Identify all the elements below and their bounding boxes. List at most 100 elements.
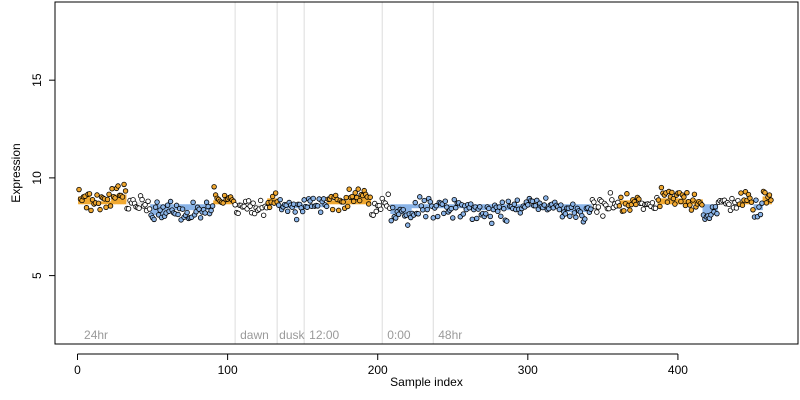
data-point <box>678 198 684 205</box>
data-point <box>501 206 507 212</box>
segment-bar <box>517 204 520 208</box>
data-point <box>208 207 214 214</box>
segment-bar <box>529 204 532 208</box>
data-point <box>160 204 166 210</box>
data-point <box>320 196 327 202</box>
data-point <box>367 194 373 200</box>
data-point <box>489 220 495 227</box>
segment-bar <box>755 204 757 211</box>
segment-bar <box>424 204 427 209</box>
segment-bar <box>448 204 451 209</box>
segment-bar <box>591 204 594 206</box>
data-point <box>450 215 456 221</box>
segment-bar <box>438 204 441 209</box>
data-point <box>190 199 196 206</box>
data-point <box>151 216 157 223</box>
data-point <box>202 210 208 216</box>
segment-bar <box>660 198 663 205</box>
data-point <box>607 190 614 196</box>
data-point <box>499 199 506 205</box>
data-point <box>753 197 759 203</box>
segment-bar <box>151 204 154 216</box>
data-point <box>112 195 118 201</box>
segment-bar <box>127 202 130 205</box>
data-point <box>738 190 744 196</box>
data-point <box>220 200 226 206</box>
data-point <box>373 208 379 215</box>
x-tick-label: 400 <box>668 363 688 377</box>
segment-bar <box>123 194 125 205</box>
data-point <box>618 194 624 201</box>
segment-bar <box>84 196 86 205</box>
data-point <box>451 196 457 203</box>
segment-bar <box>619 200 622 205</box>
x-axis-title: Sample index <box>390 375 463 389</box>
data-point <box>606 205 612 212</box>
segment-bar <box>415 204 418 209</box>
segment-bar <box>753 204 756 211</box>
data-point <box>145 198 151 205</box>
segment-bar <box>663 198 666 205</box>
segment-bar <box>90 201 92 205</box>
segment-bar <box>141 202 143 205</box>
data-point <box>669 189 675 196</box>
segment-bar <box>716 204 718 216</box>
data-point <box>390 204 396 211</box>
segment-bar <box>656 204 658 206</box>
data-point <box>609 197 615 203</box>
data-point <box>558 202 564 208</box>
data-point <box>681 194 687 200</box>
segment-bar <box>193 204 196 211</box>
data-point <box>756 204 762 210</box>
data-point <box>684 190 690 196</box>
segment-bar <box>364 195 367 205</box>
data-point <box>86 191 93 197</box>
data-point <box>317 209 324 215</box>
data-point <box>205 203 211 210</box>
segment-bar <box>108 201 110 205</box>
data-point <box>570 201 576 207</box>
data-point <box>474 215 480 222</box>
data-point <box>567 213 573 219</box>
data-point <box>340 199 346 205</box>
segment-bar <box>345 200 348 205</box>
data-point <box>352 190 358 196</box>
data-point <box>323 203 330 210</box>
segment-bar <box>412 204 415 209</box>
data-point <box>290 201 297 207</box>
segment-bar <box>417 204 420 209</box>
data-point <box>211 184 217 190</box>
segment-bar <box>537 204 540 208</box>
segment-bar <box>669 198 672 205</box>
data-point <box>504 218 510 224</box>
data-point <box>378 206 384 212</box>
data-point <box>103 204 109 211</box>
segment-bar <box>186 204 188 211</box>
segment-bar <box>628 200 631 205</box>
y-tick-label: 10 <box>30 171 44 185</box>
segment-bar <box>546 204 549 208</box>
segment-bar <box>370 204 373 207</box>
data-point <box>616 203 623 209</box>
segment-bar <box>136 202 139 205</box>
data-point <box>299 208 306 215</box>
x-tick-label: 200 <box>368 363 388 377</box>
data-point <box>573 214 579 220</box>
data-point <box>250 200 256 206</box>
segment-bar <box>102 201 104 205</box>
segment-bar <box>171 204 173 211</box>
data-point <box>396 211 402 217</box>
segment-bar <box>201 204 203 211</box>
data-point <box>175 211 181 218</box>
data-point <box>109 186 115 192</box>
data-point <box>672 201 678 207</box>
data-point <box>421 197 427 204</box>
segment-bar <box>367 195 370 205</box>
segment-bar <box>333 200 336 205</box>
segment-bar <box>505 204 508 211</box>
segment-bar <box>258 204 261 207</box>
segment-bar <box>319 204 322 208</box>
segment-bar <box>87 196 89 205</box>
phase-annotation: 0:00 <box>387 328 411 342</box>
data-point <box>762 190 768 196</box>
